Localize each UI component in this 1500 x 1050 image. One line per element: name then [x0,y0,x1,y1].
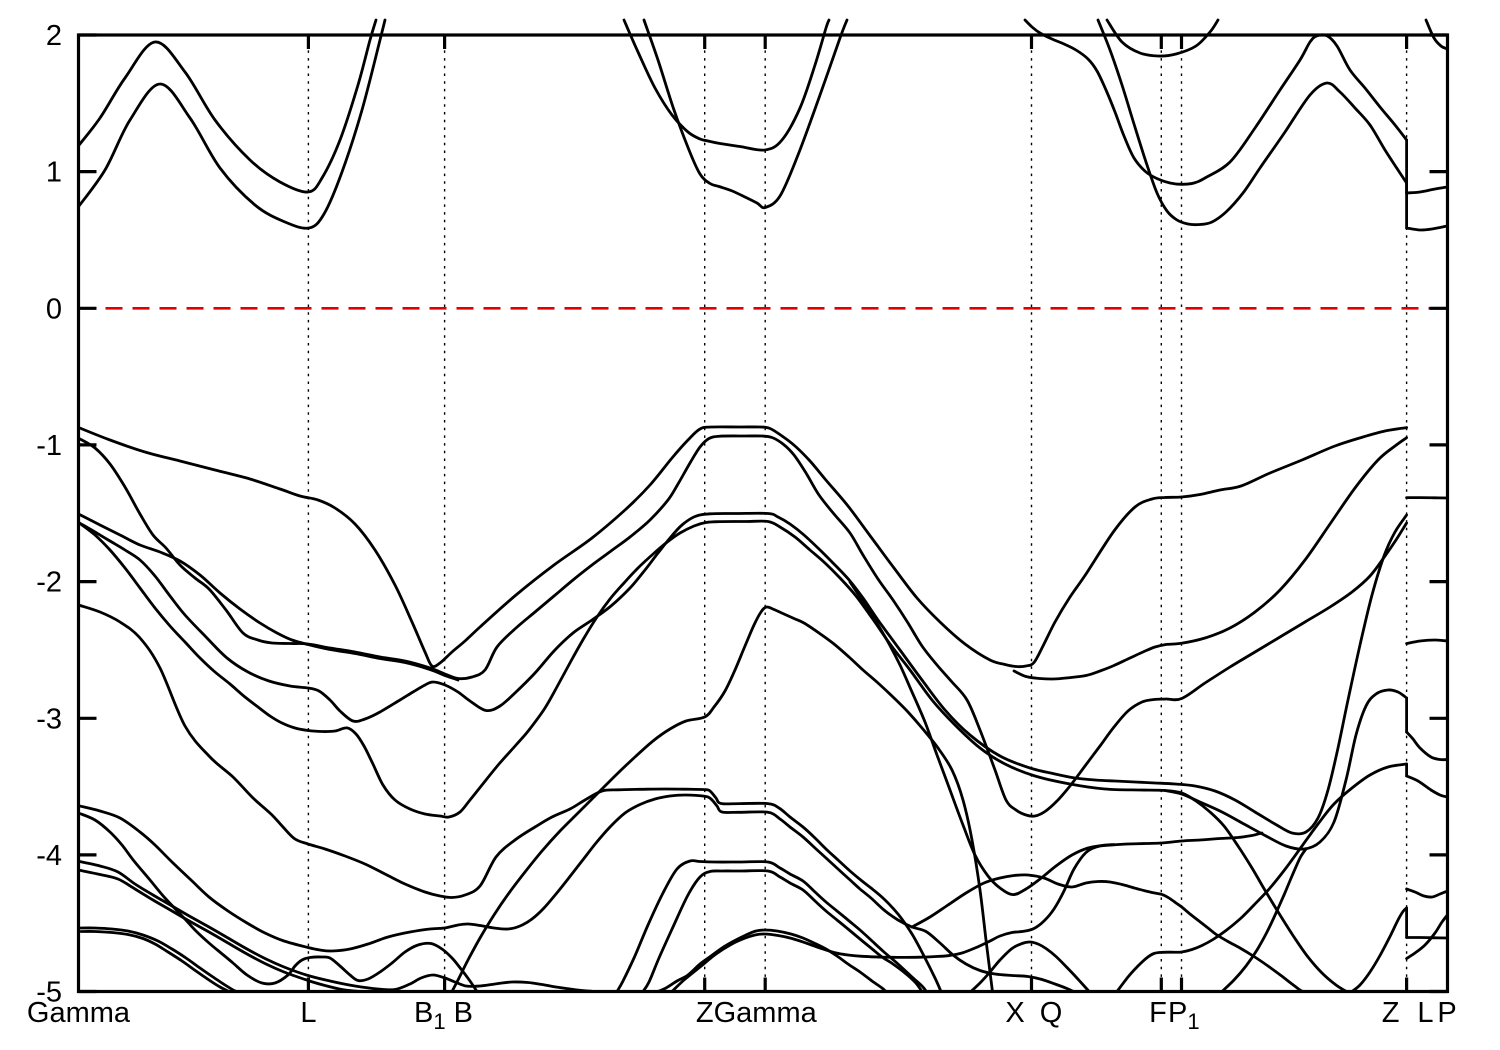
svg-text:2: 2 [46,20,62,52]
svg-text:Q: Q [1040,997,1063,1029]
svg-text:L: L [1417,997,1433,1029]
svg-text:F: F [1149,997,1167,1029]
svg-text:-5: -5 [36,977,62,1009]
svg-text:0: 0 [46,293,62,325]
svg-text:P1: P1 [1168,997,1200,1034]
svg-text:-4: -4 [36,840,62,872]
svg-text:Gamma: Gamma [27,997,131,1029]
svg-text:1: 1 [46,157,62,189]
svg-text:-3: -3 [36,703,62,735]
svg-text:Z: Z [1382,997,1400,1029]
svg-text:-2: -2 [36,567,62,599]
svg-text:L: L [300,997,316,1029]
svg-text:P: P [1437,997,1456,1029]
svg-text:-1: -1 [36,430,62,462]
svg-text:Gamma: Gamma [714,997,818,1029]
svg-text:Z: Z [696,997,714,1029]
svg-text:X: X [1005,997,1024,1029]
